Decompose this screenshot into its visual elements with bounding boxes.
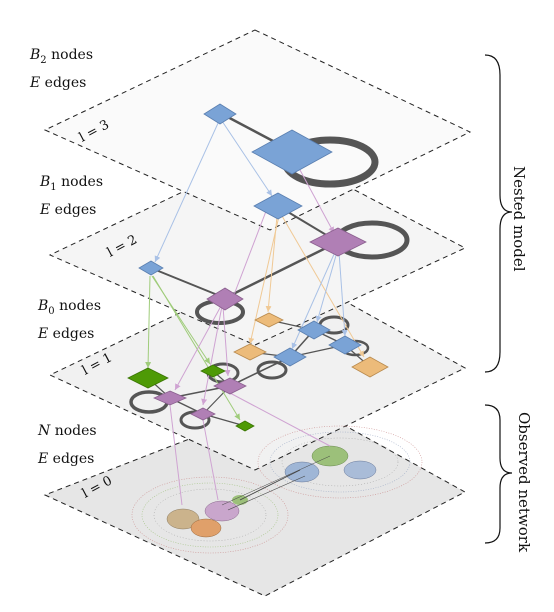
layer-text-l3: B2 nodes E edges	[30, 44, 93, 94]
layer-l3-nodes-line: B2 nodes	[30, 47, 93, 66]
layer-l2-nodes-line: B1 nodes	[40, 174, 103, 193]
node-l3-large-blue	[251, 129, 333, 175]
node-l1-blue-a	[297, 320, 331, 340]
node-l1-orange-b	[233, 343, 267, 361]
layer3-nodes	[203, 103, 333, 175]
node-l1-green-a	[127, 367, 169, 389]
layer-text-l1: B0 nodes E edges	[38, 295, 101, 345]
node-l2-blue-left	[138, 260, 164, 276]
node-l2-blue-top	[253, 192, 303, 220]
node-l1-orange-a	[254, 312, 284, 328]
network-cluster-left	[131, 476, 289, 554]
plane-l2	[48, 147, 467, 346]
layer2-nodes	[138, 192, 367, 311]
layer-l0-nodes-line: N nodes	[38, 423, 97, 439]
node-l1-blue-b	[328, 335, 362, 355]
node-l3-small-blue	[203, 103, 237, 125]
nested-model-label: Nested model	[510, 166, 528, 272]
layer-text-l2: B1 nodes E edges	[40, 171, 103, 221]
observed-network-label: Observed network	[515, 412, 533, 553]
node-l1-green-b	[200, 364, 226, 378]
layer1-nodes	[127, 312, 389, 432]
node-l2-purple-mid	[206, 287, 244, 311]
layer-l2-edges-line: E edges	[40, 201, 97, 218]
plane-l0	[43, 397, 467, 597]
observed-network-brace	[484, 404, 513, 544]
node-l1-green-c	[235, 420, 255, 432]
layer-l3-edges-line: E edges	[30, 74, 87, 91]
observed-network-graph	[131, 425, 423, 554]
layer-l1-edges-line: E edges	[38, 325, 95, 342]
node-l1-purple-b	[153, 390, 187, 406]
membership-arrows	[145, 120, 365, 506]
layer-l1-nodes-line: B0 nodes	[38, 298, 101, 317]
layer-l0-edges-line: E edges	[38, 450, 95, 467]
layer-text-l0: N nodes E edges	[38, 420, 97, 470]
node-l2-purple-right	[309, 227, 367, 257]
node-l1-blue-c	[273, 347, 307, 367]
nested-model-brace	[484, 54, 513, 373]
node-l1-purple-c	[190, 407, 216, 421]
node-l1-purple-a	[213, 377, 247, 395]
node-l1-orange-c	[351, 356, 389, 378]
